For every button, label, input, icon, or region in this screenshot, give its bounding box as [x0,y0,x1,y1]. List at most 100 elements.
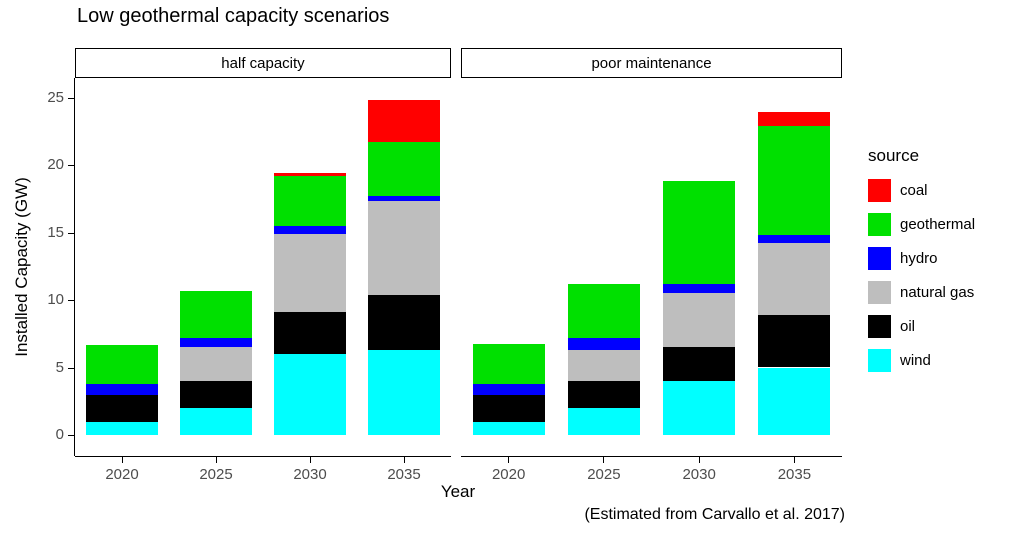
legend-key-swatch-wind [868,349,891,372]
bar-segment-hydro [180,337,252,348]
facet-strip-poor-maintenance: poor maintenance [461,48,842,78]
bar-segment-oil [758,314,831,368]
legend-item-oil: oil [868,315,975,338]
y-axis-tick [68,367,74,369]
bar-segment-natural-gas [180,347,252,381]
x-tick-label: 2030 [293,466,327,483]
x-tick-label: 2035 [387,466,421,483]
bar-segment-wind [180,408,252,435]
bar-segment-wind [567,408,640,435]
bar-segment-natural-gas [758,243,831,315]
bar-segment-oil [663,347,736,381]
y-axis-tick [68,435,74,436]
y-axis-tick [68,165,74,166]
x-tick-label: 2020 [491,466,526,483]
bar-segment-hydro [567,337,640,350]
legend-label: coal [900,182,928,199]
legend-label: geothermal [900,216,976,233]
chart-title: Low geothermal capacity scenarios [77,5,390,27]
bar-segment-geothermal [663,181,736,284]
x-axis-tick [309,457,311,463]
caption: (Estimated from Carvallo et al. 2017) [584,506,845,523]
bar-segment-natural-gas [274,233,346,313]
bar-segment-geothermal [567,283,640,338]
bar-segment-oil [180,381,252,408]
y-tick-label: 15 [47,223,64,241]
bar-segment-natural-gas [567,349,640,381]
bar-segment-hydro [758,235,831,244]
x-axis-tick [603,457,605,463]
legend-item-wind: wind [868,349,975,372]
y-axis-tick [68,232,74,234]
y-tick-label: 25 [47,88,64,106]
bar-segment-oil [472,394,545,422]
legend-title: source [868,146,920,165]
legend-items: coal geothermal hydro natural gas oil wind [868,179,975,372]
legend-item-natural-gas: natural gas [868,281,975,304]
legend-key-swatch-oil [868,315,891,338]
x-axis-title: Year [440,482,476,501]
x-axis-tick [508,457,510,463]
legend: source coal geothermal hydro natural gas oil… [868,146,975,383]
y-axis-line [74,78,75,456]
legend-item-hydro: hydro [868,247,975,270]
bar-segment-geothermal [472,343,545,385]
bar-segment-coal [368,100,440,143]
x-axis-tick [121,457,123,463]
bar-segment-hydro [472,384,545,395]
legend-item-geothermal: geothermal [868,213,975,236]
y-axis-tick [68,97,74,99]
legend-key-swatch-geothermal [868,213,891,236]
y-tick-label: 0 [55,426,64,443]
y-axis-tick [68,300,74,301]
y-tick-label: 20 [47,156,64,173]
legend-key-swatch-coal [868,179,891,202]
facet-strip-half-capacity: half capacity [75,48,451,78]
bar-segment-geothermal [758,125,831,236]
y-tick-label: 10 [47,291,64,308]
y-axis-title: Installed Capacity (GW) [12,177,31,357]
legend-label: oil [900,318,916,335]
bar-segment-geothermal [274,175,346,226]
bar-segment-wind [472,421,545,435]
bar-segment-wind [758,367,831,435]
x-axis-line [461,456,842,457]
x-tick-label: 2020 [105,466,139,483]
bar-segment-oil [274,312,346,354]
bar-segment-hydro [274,225,346,234]
legend-item-coal: coal [868,179,975,202]
bar-segment-wind [368,349,440,435]
x-axis-tick [403,457,405,463]
x-tick-label: 2025 [587,466,621,483]
x-tick-label: 2035 [777,466,812,483]
x-tick-label: 2030 [682,466,716,483]
bar-segment-wind [274,354,346,435]
bar-segment-natural-gas [663,293,736,348]
bar-segment-wind [663,381,736,435]
x-axis-tick [793,457,795,463]
bar-segment-hydro [368,196,440,202]
bar-segment-wind [86,421,158,435]
bar-segment-oil [368,294,440,350]
bar-segment-oil [86,394,158,422]
legend-key-swatch-hydro [868,247,891,270]
bar-segment-natural-gas [368,201,440,295]
legend-label: hydro [900,250,938,267]
bar-segment-coal [758,112,831,126]
bar-segment-coal [274,173,346,176]
y-tick-label: 5 [55,358,64,376]
legend-key-swatch-natural-gas [868,281,891,304]
bar-segment-geothermal [86,345,158,385]
legend-label: natural gas [900,284,975,301]
bar-segment-hydro [663,283,736,294]
bar-segment-oil [567,381,640,408]
x-axis-tick [215,457,217,463]
legend-label: wind [900,352,931,369]
x-axis-tick [698,457,700,463]
bar-segment-hydro [86,384,158,395]
bar-segment-geothermal [180,290,252,338]
x-axis-line [75,456,451,457]
x-tick-label: 2025 [199,466,233,483]
bar-segment-geothermal [368,142,440,197]
